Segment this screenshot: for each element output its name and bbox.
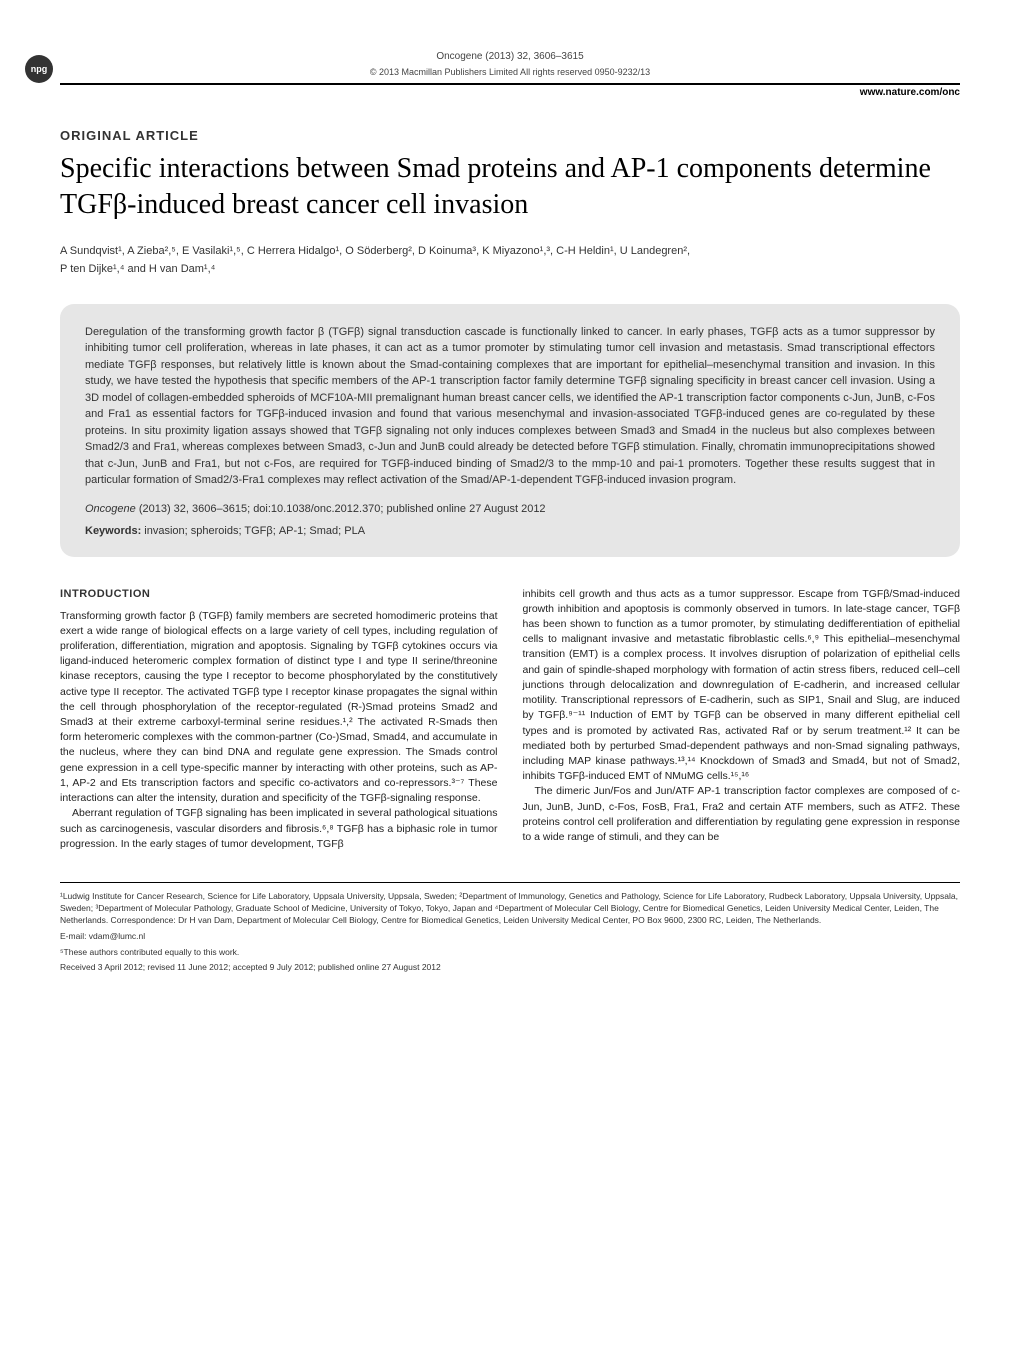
introduction-heading: INTRODUCTION: [60, 587, 498, 603]
affiliations-text: ¹Ludwig Institute for Cancer Research, S…: [60, 891, 960, 927]
publication-dates: Received 3 April 2012; revised 11 June 2…: [60, 962, 960, 974]
keywords-label: Keywords:: [85, 525, 141, 537]
copyright-line: © 2013 Macmillan Publishers Limited All …: [60, 66, 960, 79]
authors-line-2: P ten Dijke¹,⁴ and H van Dam¹,⁴: [60, 263, 215, 275]
authors-line-1: A Sundqvist¹, A Zieba²,⁵, E Vasilaki¹,⁵,…: [60, 245, 690, 257]
journal-citation-line: Oncogene (2013) 32, 3606–3615: [60, 50, 960, 64]
abstract-box: Deregulation of the transforming growth …: [60, 304, 960, 557]
left-column: INTRODUCTION Transforming growth factor …: [60, 587, 498, 852]
website-url: www.nature.com/onc: [60, 83, 960, 98]
citation-rest: (2013) 32, 3606–3615; doi:10.1038/onc.20…: [136, 503, 546, 515]
journal-header: npg Oncogene (2013) 32, 3606–3615 © 2013…: [60, 50, 960, 98]
contribution-note: ⁵These authors contributed equally to th…: [60, 947, 960, 959]
page-container: npg Oncogene (2013) 32, 3606–3615 © 2013…: [0, 0, 1020, 1024]
author-list: A Sundqvist¹, A Zieba²,⁵, E Vasilaki¹,⁵,…: [60, 243, 960, 278]
citation-line: Oncogene (2013) 32, 3606–3615; doi:10.10…: [85, 503, 935, 515]
publisher-badge: npg: [25, 55, 53, 83]
abstract-text: Deregulation of the transforming growth …: [85, 324, 935, 489]
citation-journal: Oncogene: [85, 503, 136, 515]
footer-section: ¹Ludwig Institute for Cancer Research, S…: [60, 882, 960, 974]
correspondence-email: E-mail: vdam@lumc.nl: [60, 931, 960, 943]
journal-info-block: Oncogene (2013) 32, 3606–3615 © 2013 Mac…: [60, 50, 960, 79]
intro-paragraph-1: Transforming growth factor β (TGFβ) fami…: [60, 609, 498, 807]
keywords-value: invasion; spheroids; TGFβ; AP-1; Smad; P…: [141, 525, 365, 537]
intro-paragraph-4: The dimeric Jun/Fos and Jun/ATF AP-1 tra…: [523, 784, 961, 845]
article-title: Specific interactions between Smad prote…: [60, 151, 960, 224]
article-type-label: ORIGINAL ARTICLE: [60, 128, 960, 143]
intro-paragraph-2: Aberrant regulation of TGFβ signaling ha…: [60, 806, 498, 852]
intro-paragraph-3: inhibits cell growth and thus acts as a …: [523, 587, 961, 785]
body-columns: INTRODUCTION Transforming growth factor …: [60, 587, 960, 852]
right-column: inhibits cell growth and thus acts as a …: [523, 587, 961, 852]
keywords-line: Keywords: invasion; spheroids; TGFβ; AP-…: [85, 525, 935, 537]
